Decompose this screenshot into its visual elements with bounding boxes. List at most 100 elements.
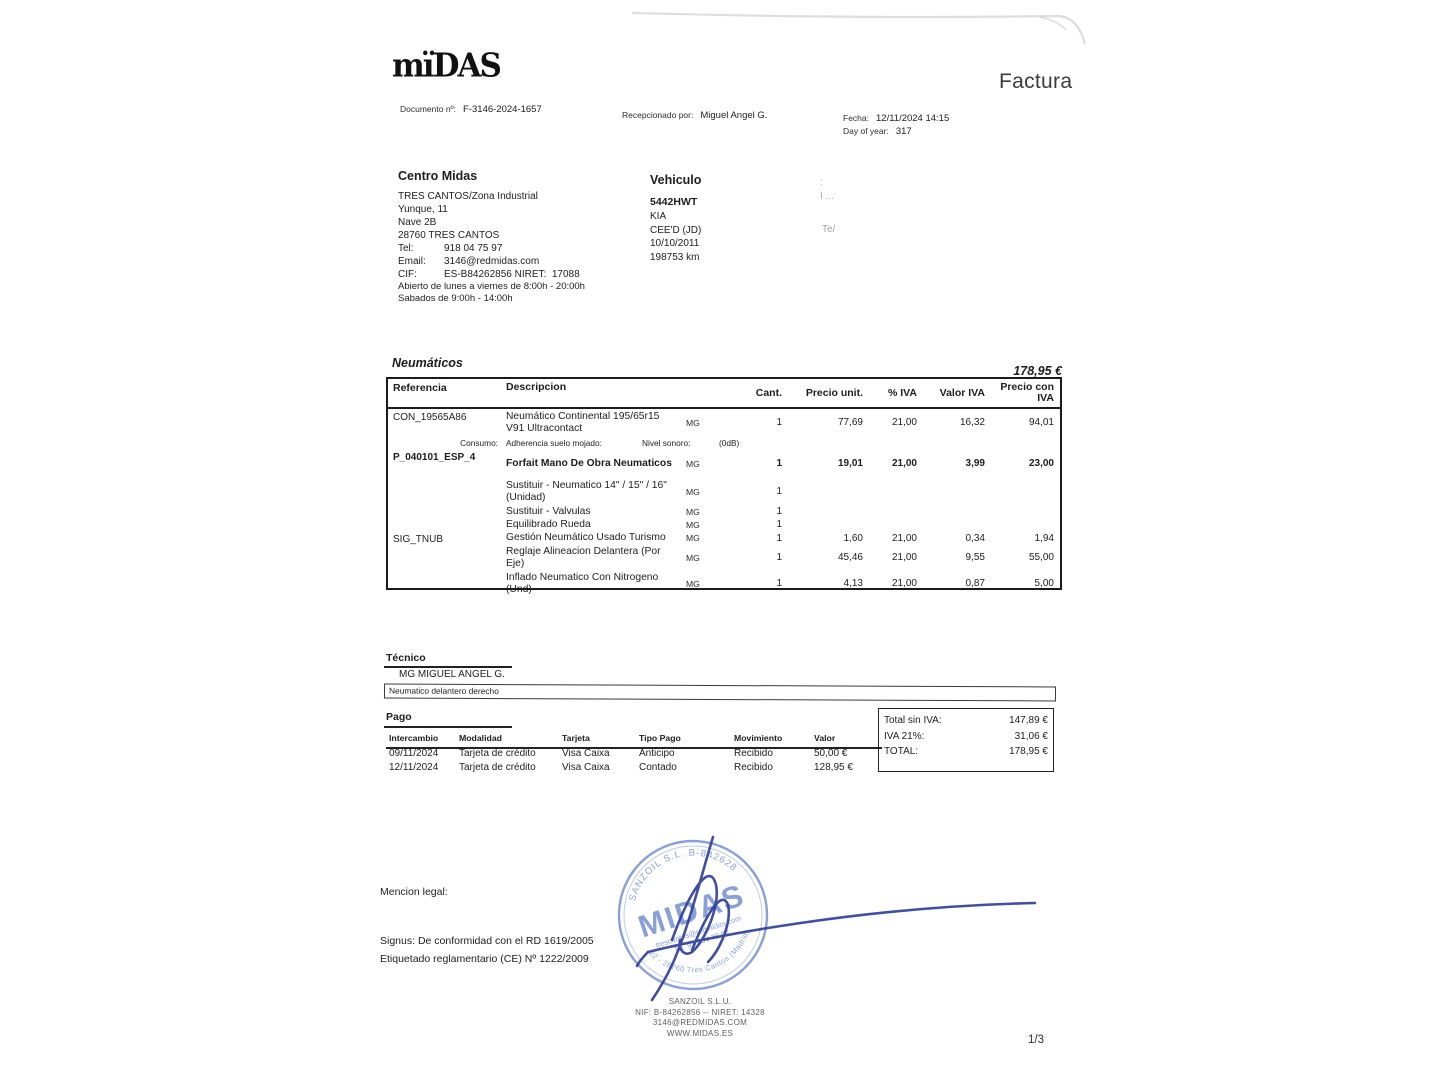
workshop-address-block: Centro Midas TRES CANTOS/Zona Industrial… bbox=[398, 169, 658, 305]
table-header-row: Referencia Descripcion Cant. Precio unit… bbox=[388, 379, 1060, 409]
handwritten-signature bbox=[635, 835, 1037, 1002]
row6-valor: 9,55 bbox=[965, 552, 985, 563]
row0-ref: CON_19565A86 bbox=[393, 412, 467, 423]
row1-ref: P_040101_ESP_4 bbox=[393, 452, 476, 463]
row5-valor: 0,34 bbox=[965, 532, 985, 544]
faded-i: I ... bbox=[820, 190, 834, 202]
table-row: CON_19565A86 Neumático Continental 195/6… bbox=[388, 409, 1060, 436]
row6-unit: MG bbox=[686, 552, 700, 563]
document-number-label: Documento nº: bbox=[400, 104, 457, 114]
phone-label: Tel: bbox=[398, 243, 414, 254]
iva-row: IVA 21%: 31,06 € bbox=[884, 729, 1048, 745]
email-label: Email: bbox=[398, 256, 426, 267]
faded-colon: : bbox=[820, 177, 823, 188]
niret-label: NIRET: bbox=[514, 269, 547, 280]
table-row: Reglaje Alineacion Delantera (Por Eje) M… bbox=[388, 544, 1060, 571]
payment-row-modalidad: Tarjeta de crédito bbox=[459, 748, 536, 759]
totals-box: Total sin IVA: 147,89 € IVA 21%: 31,06 € T… bbox=[878, 708, 1054, 772]
row1-cant: 1 bbox=[776, 458, 782, 469]
vehicle-plate: 5442HWT bbox=[650, 196, 698, 208]
row3-ref bbox=[388, 505, 498, 508]
vehicle-registration-date: 10/10/2011 bbox=[650, 238, 700, 249]
footer-email: 3146@REDMIDAS.COM bbox=[652, 1018, 748, 1027]
row0-desc: Neumático Continental 195/65r15 V91 Ultr… bbox=[506, 411, 660, 434]
tecnico-name: MG MIGUEL ANGEL G. bbox=[399, 669, 505, 680]
row7-valor: 0,87 bbox=[965, 578, 985, 589]
row0-unit: MG bbox=[686, 417, 700, 428]
row4-desc: Equilibrado Rueda bbox=[506, 518, 591, 530]
row7-iva: 21,00 bbox=[891, 578, 917, 589]
row1-desc: Forfait Mano De Obra Neumaticos bbox=[506, 457, 672, 469]
document-number-value: F-3146-2024-1657 bbox=[463, 104, 542, 115]
row2-cant: 1 bbox=[776, 486, 782, 497]
total-row: TOTAL: 178,95 € bbox=[884, 744, 1048, 760]
pago-underline bbox=[384, 726, 512, 728]
stamp-and-signature: SANZOIL S.L. B-84262856 MIDAS trescantos… bbox=[555, 815, 1037, 1002]
row6-precio: 45,46 bbox=[837, 552, 863, 563]
row3-cant: 1 bbox=[776, 506, 782, 517]
cif-value: ES-B84262856 bbox=[444, 269, 512, 280]
table-row: P_040101_ESP_4 Forfait Mano De Obra Neum… bbox=[388, 449, 1060, 478]
tecnico-title: Técnico bbox=[386, 652, 426, 664]
day-of-year-line: Day of year: 317 bbox=[843, 121, 912, 139]
date-label: Fecha: bbox=[843, 113, 869, 123]
pago-header-valor: Valor bbox=[814, 733, 836, 743]
day-of-year-value: 317 bbox=[895, 126, 912, 137]
row5-ref: SIG_TNUB bbox=[393, 534, 444, 545]
payment-row-date: 12/11/2024 bbox=[389, 762, 439, 773]
pago-header-movimiento: Movimiento bbox=[734, 733, 783, 743]
row6-desc: Reglaje Alineacion Delantera (Por Eje) bbox=[506, 546, 661, 569]
table-row: Equilibrado Rueda MG 1 bbox=[388, 518, 1060, 531]
header-referencia: Referencia bbox=[393, 382, 447, 394]
row7-precio: 4,13 bbox=[843, 578, 863, 589]
total-value: 178,95 € bbox=[1009, 746, 1048, 757]
pago-title: Pago bbox=[386, 711, 412, 723]
detail-consumo: Consumo: bbox=[460, 437, 498, 448]
row4-unit: MG bbox=[686, 519, 700, 530]
vehicle-make: KIA bbox=[650, 211, 667, 222]
pago-header-tipo-pago: Tipo Pago bbox=[639, 733, 681, 743]
header-descripcion: Descripcion bbox=[506, 381, 567, 393]
row0-cant: 1 bbox=[776, 417, 782, 428]
workshop-title: Centro Midas bbox=[398, 169, 478, 183]
signus-line: Signus: De conformidad con el RD 1619/20… bbox=[380, 935, 594, 947]
pago-header-tarjeta: Tarjeta bbox=[562, 733, 590, 743]
row5-precio: 1,60 bbox=[843, 532, 863, 544]
table-row: SIG_TNUB Gestión Neumático Usado Turismo… bbox=[388, 531, 1060, 545]
header-precio-con: Precio con bbox=[1000, 381, 1054, 393]
date-line: Fecha: 12/11/2024 14:15 bbox=[843, 108, 949, 126]
header-precio-unit: Precio unit. bbox=[805, 387, 863, 399]
iva-label: IVA 21%: bbox=[884, 730, 925, 742]
workshop-phone-line: Tel: 918 04 75 97 bbox=[398, 242, 658, 255]
faded-scan-text: : I ... bbox=[820, 176, 880, 203]
row1-iva: 21,00 bbox=[891, 458, 917, 469]
row7-unit: MG bbox=[686, 578, 700, 589]
row0-precio: 77,69 bbox=[837, 417, 863, 428]
etiquetado-line: Etiquetado reglamentario (CE) Nº 1222/20… bbox=[380, 953, 589, 965]
workshop-street: Yunque, 11 bbox=[398, 204, 448, 215]
row6-cant: 1 bbox=[776, 552, 782, 563]
row5-desc: Gestión Neumático Usado Turismo bbox=[506, 532, 666, 544]
row5-unit: MG bbox=[686, 533, 700, 543]
row1-total: 23,00 bbox=[1028, 458, 1054, 469]
row2-unit: MG bbox=[686, 486, 700, 497]
footer-company: SANZOIL S.L.U. bbox=[668, 997, 732, 1006]
row6-ref bbox=[388, 544, 498, 547]
received-by-label: Recepcionado por: bbox=[622, 110, 694, 120]
faded-te: Te/ bbox=[822, 224, 836, 235]
phone-value: 918 04 75 97 bbox=[444, 243, 503, 254]
table-row: Inflado Neumatico Con Nitrogeno (Und) MG… bbox=[388, 571, 1060, 596]
header-pct-iva: % IVA bbox=[888, 387, 917, 399]
row0-iva: 21,00 bbox=[891, 417, 917, 428]
section-title-neumaticos: Neumáticos bbox=[392, 356, 463, 370]
payment-row-tarjeta: Visa Caixa bbox=[562, 762, 610, 773]
detail-nivel-sonoro: Nivel sonoro: bbox=[642, 437, 691, 448]
niret-value: 17088 bbox=[551, 269, 580, 280]
row4-cant: 1 bbox=[776, 519, 782, 530]
header-cant: Cant. bbox=[755, 387, 782, 399]
row1-valor: 3,99 bbox=[965, 458, 985, 469]
payment-row-tarjeta: Visa Caixa bbox=[562, 748, 610, 759]
work-note-box: Neumatico delantero derecho bbox=[383, 683, 1057, 702]
detail-db: (0dB) bbox=[719, 437, 740, 448]
